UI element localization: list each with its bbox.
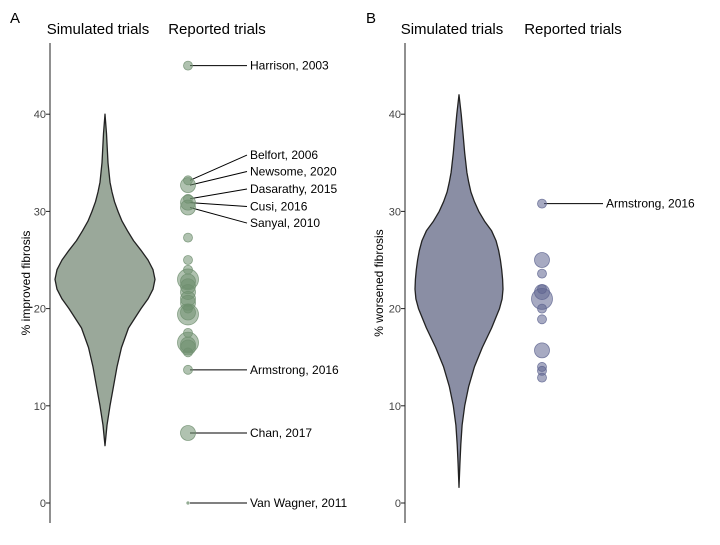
panel-label: B <box>366 10 376 27</box>
trial-point <box>537 303 547 314</box>
chart-panel-b: B Simulated trials Reported trials 0 10 20 30 4… <box>366 10 695 523</box>
column-title: Simulated trials <box>47 21 150 38</box>
chart-panel-a: A Simulated trials Reported trials 0 10 20 30 4… <box>10 10 348 523</box>
trial-point <box>537 268 547 279</box>
trial-point <box>183 60 193 71</box>
trial-point <box>534 342 550 359</box>
trial-point <box>534 252 550 268</box>
y-tick-label: 10 <box>34 401 46 413</box>
y-tick-label: 30 <box>389 206 401 218</box>
annotation-leader-line <box>189 171 248 186</box>
annotation-label: Harrison, 2003 <box>250 59 329 73</box>
y-tick-label: 0 <box>395 498 401 510</box>
trial-point <box>537 372 547 383</box>
trial-point <box>537 314 547 325</box>
column-title: Simulated trials <box>401 21 504 38</box>
column-title: Reported trials <box>168 21 266 38</box>
y-tick-label: 20 <box>34 304 46 316</box>
trial-point <box>183 364 193 375</box>
annotation-label: Cusi, 2016 <box>250 200 308 214</box>
y-tick-label: 20 <box>389 304 401 316</box>
y-tick-label: 40 <box>34 109 46 121</box>
trial-point <box>183 255 193 265</box>
trial-point <box>186 501 190 505</box>
trial-point <box>180 177 196 194</box>
annotation-label: Dasarathy, 2015 <box>250 182 337 196</box>
y-tick-label: 10 <box>389 401 401 413</box>
annotation-label: Newsome, 2020 <box>250 165 337 179</box>
panel-label: A <box>10 10 20 27</box>
annotation-label: Belfort, 2006 <box>250 148 318 162</box>
y-tick-label: 40 <box>389 109 401 121</box>
annotation-label: Sanyal, 2010 <box>250 216 320 230</box>
trial-point <box>537 198 547 209</box>
annotation-leader-line <box>189 154 248 181</box>
annotation-label: Armstrong, 2016 <box>606 197 695 211</box>
annotation-label: Van Wagner, 2011 <box>250 496 348 510</box>
y-axis-label: % improved fibrosis <box>19 231 33 336</box>
y-axis-label: % worsened fibrosis <box>372 229 386 336</box>
annotation-label: Chan, 2017 <box>250 426 312 440</box>
trial-point <box>180 425 196 441</box>
annotation-label: Armstrong, 2016 <box>250 363 339 377</box>
annotation-leader-line <box>189 207 248 224</box>
trial-point <box>183 232 193 243</box>
annotation-leader-line <box>189 202 248 208</box>
annotation-leader-line <box>189 188 248 200</box>
column-title: Reported trials <box>524 21 622 38</box>
y-tick-label: 30 <box>34 206 46 218</box>
y-tick-label: 0 <box>40 498 46 510</box>
violin-shape <box>54 113 156 447</box>
trial-point <box>180 199 196 216</box>
trial-point <box>177 303 199 326</box>
trial-point <box>183 347 193 358</box>
violin-shape <box>414 94 504 489</box>
